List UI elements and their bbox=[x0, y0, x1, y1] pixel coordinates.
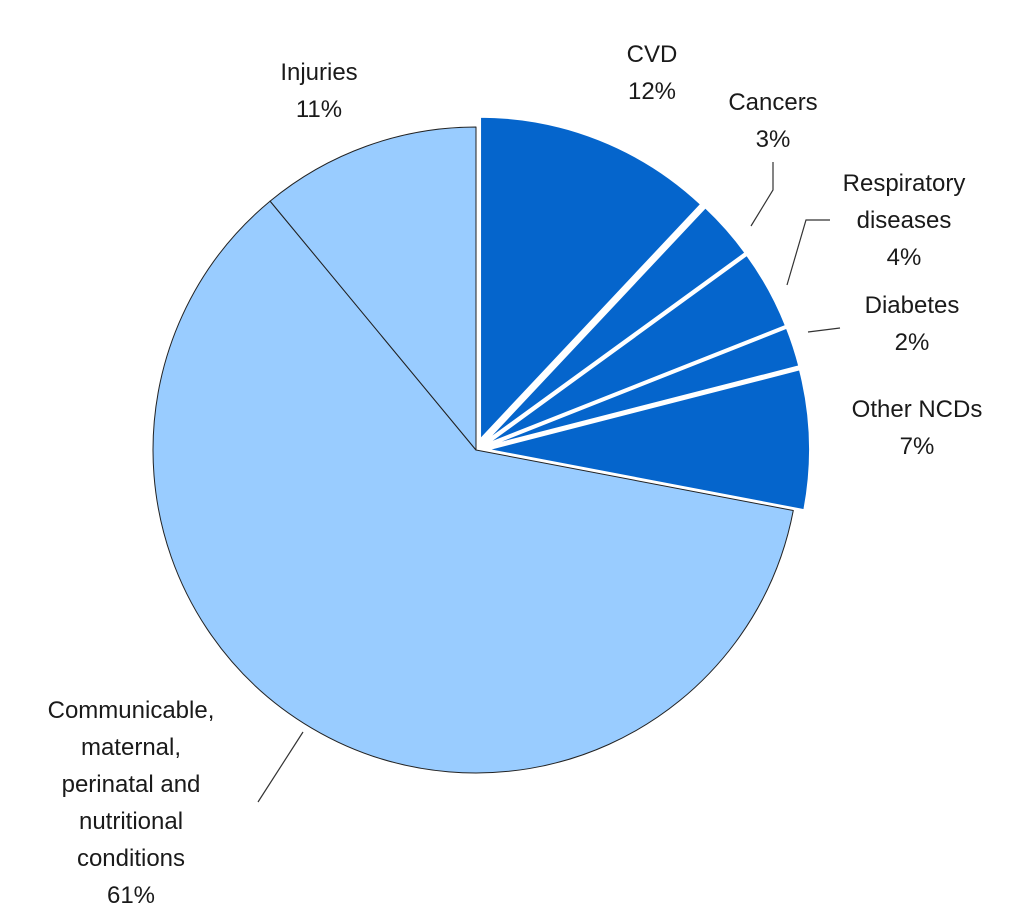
pie-slices bbox=[152, 115, 811, 774]
slice-name-line: conditions bbox=[77, 845, 185, 872]
slice-name-line: Respiratory bbox=[843, 170, 966, 197]
label-communicable-maternal-perinatal-and-nutritional-conditions: Communicable, maternal, perinatal and nutri… bbox=[48, 697, 215, 909]
slice-name-line: Other NCDs bbox=[852, 396, 983, 423]
slice-name-line: nutritional bbox=[79, 808, 183, 835]
leader-line-cancers bbox=[750, 162, 774, 227]
slice-value-label: 3% bbox=[756, 126, 791, 153]
leader-line-diabetes bbox=[807, 327, 841, 333]
label-cancers: Cancers 3% bbox=[728, 89, 817, 153]
slice-other-ncds bbox=[485, 368, 811, 512]
leader-line-respiratory-diseases bbox=[786, 219, 830, 286]
slice-value-label: 61% bbox=[107, 882, 155, 909]
slice-name-line: perinatal and bbox=[62, 771, 201, 798]
slice-injuries bbox=[269, 126, 477, 451]
slice-value-label: 4% bbox=[887, 244, 922, 271]
slice-name-line: Diabetes bbox=[865, 292, 960, 319]
slice-cvd bbox=[479, 115, 703, 441]
slice-name-line: Injuries bbox=[280, 59, 357, 86]
slice-value-label: 11% bbox=[296, 96, 342, 123]
slice-respiratory-diseases bbox=[484, 253, 787, 446]
label-respiratory-diseases: Respiratory diseases 4% bbox=[843, 170, 966, 271]
label-other-ncds: Other NCDs 7% bbox=[852, 396, 983, 460]
slice-diabetes bbox=[485, 326, 801, 448]
leader-lines bbox=[257, 162, 841, 803]
slice-value-label: 12% bbox=[628, 78, 676, 105]
leader-line-communicable-maternal-perinatal-and-nutritional-conditions bbox=[257, 731, 304, 803]
slice-labels: CVD 12% Cancers 3% Respiratory diseases 4% Diab… bbox=[48, 41, 983, 909]
label-cvd: CVD 12% bbox=[627, 41, 678, 105]
slice-name-line: maternal, bbox=[81, 734, 181, 761]
label-diabetes: Diabetes 2% bbox=[865, 292, 960, 356]
slice-name-line: Cancers bbox=[728, 89, 817, 116]
slice-communicable-maternal-perinatal-and-nutritional-conditions bbox=[152, 200, 794, 774]
slice-value-label: 7% bbox=[900, 433, 935, 460]
slice-name-line: CVD bbox=[627, 41, 678, 68]
slice-name-line: Communicable, bbox=[48, 697, 215, 724]
slice-name-line: diseases bbox=[857, 207, 952, 234]
label-injuries: Injuries 11% bbox=[280, 59, 357, 123]
slice-value-label: 2% bbox=[895, 329, 930, 356]
slice-cancers bbox=[483, 206, 747, 444]
